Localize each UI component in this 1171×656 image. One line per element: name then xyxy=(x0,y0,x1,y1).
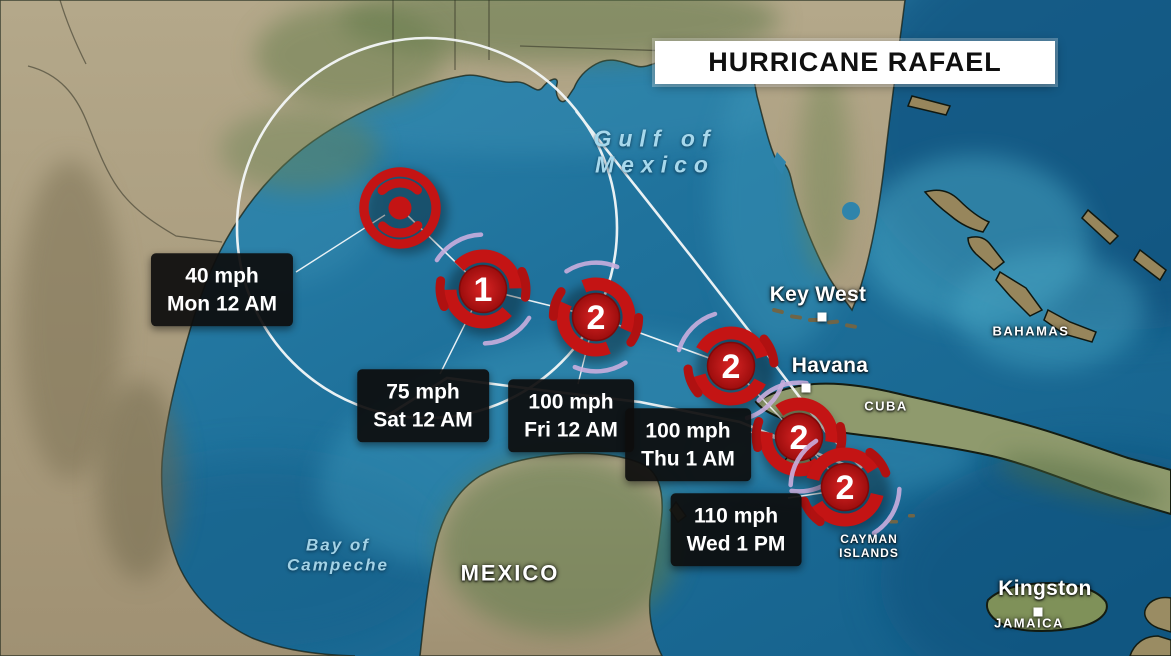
storm-icon-category-2: 2 xyxy=(730,368,868,506)
storm-category-number: 2 xyxy=(790,419,809,457)
page-title: HURRICANE RAFAEL xyxy=(708,47,1002,77)
storm-icon-category-1: 1 xyxy=(419,225,546,352)
landmass-cuba xyxy=(754,382,1171,516)
landmass-hispaniola-edge xyxy=(1144,596,1171,633)
landmass-bahamas xyxy=(906,95,1167,343)
lake-okeechobee xyxy=(842,202,860,220)
storm-icon-category-2: 2 xyxy=(679,314,783,418)
storm-category-number: 2 xyxy=(722,348,741,386)
storm-icon-category-2: 2 xyxy=(523,244,670,391)
landmass-jamaica xyxy=(986,581,1108,632)
landmass-hispaniola-corner xyxy=(1129,635,1171,656)
landmass-florida-keys xyxy=(772,308,857,329)
tampa-bay xyxy=(773,152,786,175)
landmass-cayman-islands xyxy=(889,514,915,524)
title-banner: HURRICANE RAFAEL xyxy=(655,41,1055,84)
storm-category-number: 2 xyxy=(587,299,606,337)
storm-icon-category-2: 2 xyxy=(781,423,908,550)
storm-category-number: 1 xyxy=(474,271,493,309)
storm-category-number: 2 xyxy=(836,469,855,507)
